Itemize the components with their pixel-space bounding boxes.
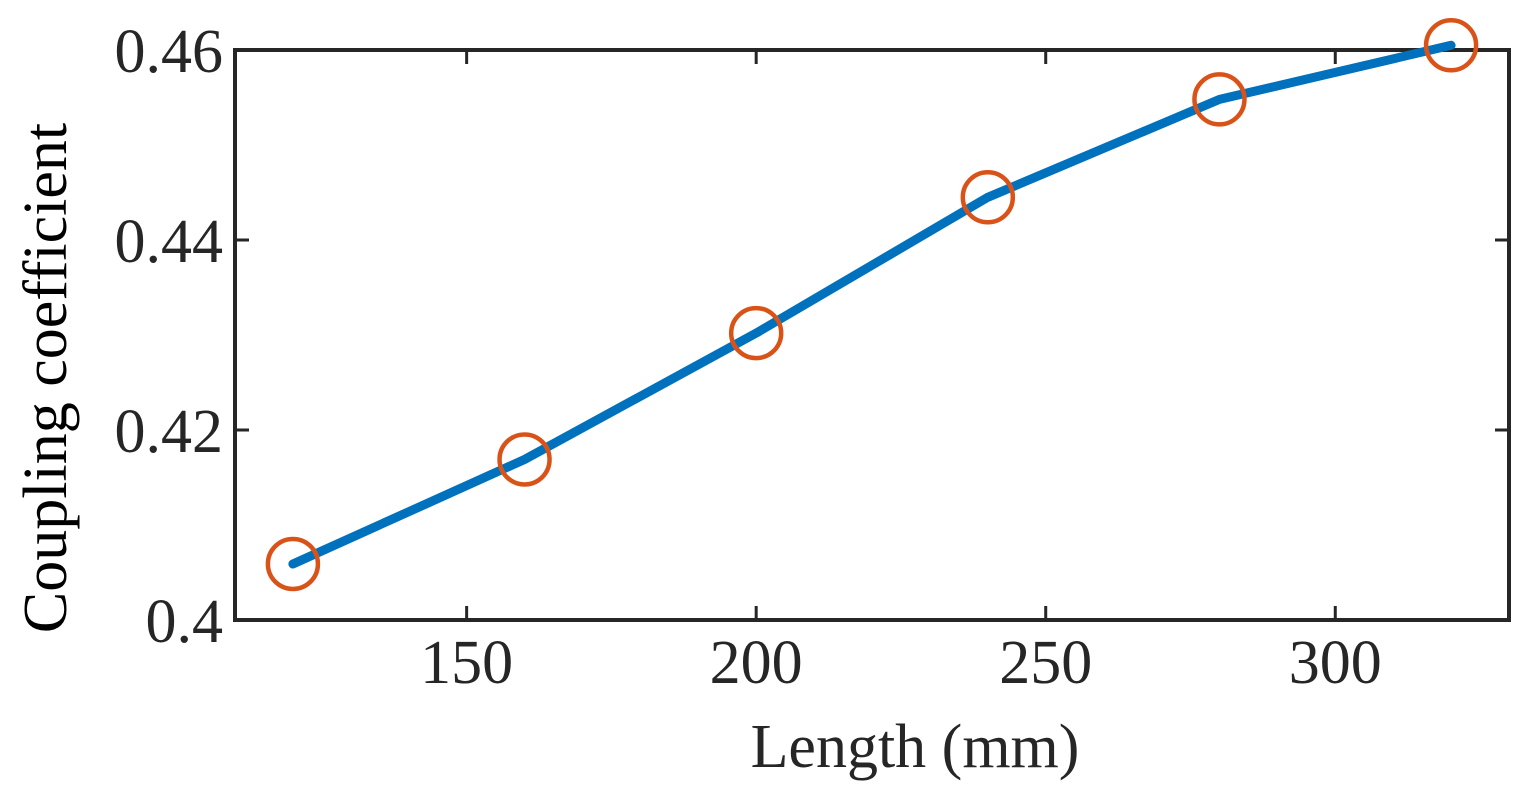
y-tick-label: 0.42	[115, 398, 224, 466]
data-point-marker	[728, 305, 784, 361]
plot-frame	[233, 48, 1511, 622]
data-point-marker	[265, 536, 321, 592]
x-tick-label: 150	[420, 629, 513, 697]
x-tick-label: 300	[1289, 629, 1382, 697]
data-point-marker	[1192, 72, 1247, 127]
x-tick-label: 200	[710, 629, 803, 697]
data-point-marker	[1423, 18, 1479, 73]
plot-border	[233, 48, 1511, 622]
y-axis: 0.4 0.42 0.44 0.46	[115, 18, 1509, 656]
x-axis: 150 200 250 300	[420, 50, 1382, 697]
y-axis-label: Coupling coefficient	[12, 123, 80, 633]
data-point-marker	[497, 432, 552, 487]
x-tick-label: 250	[999, 629, 1092, 697]
y-tick-label: 0.44	[115, 208, 224, 276]
y-tick-label: 0.4	[146, 588, 224, 656]
data-point-marker	[960, 170, 1016, 225]
y-tick-label: 0.46	[115, 18, 224, 86]
series-line	[288, 40, 1456, 569]
x-axis-label: Length (mm)	[751, 713, 1080, 781]
series-layer	[265, 18, 1479, 592]
